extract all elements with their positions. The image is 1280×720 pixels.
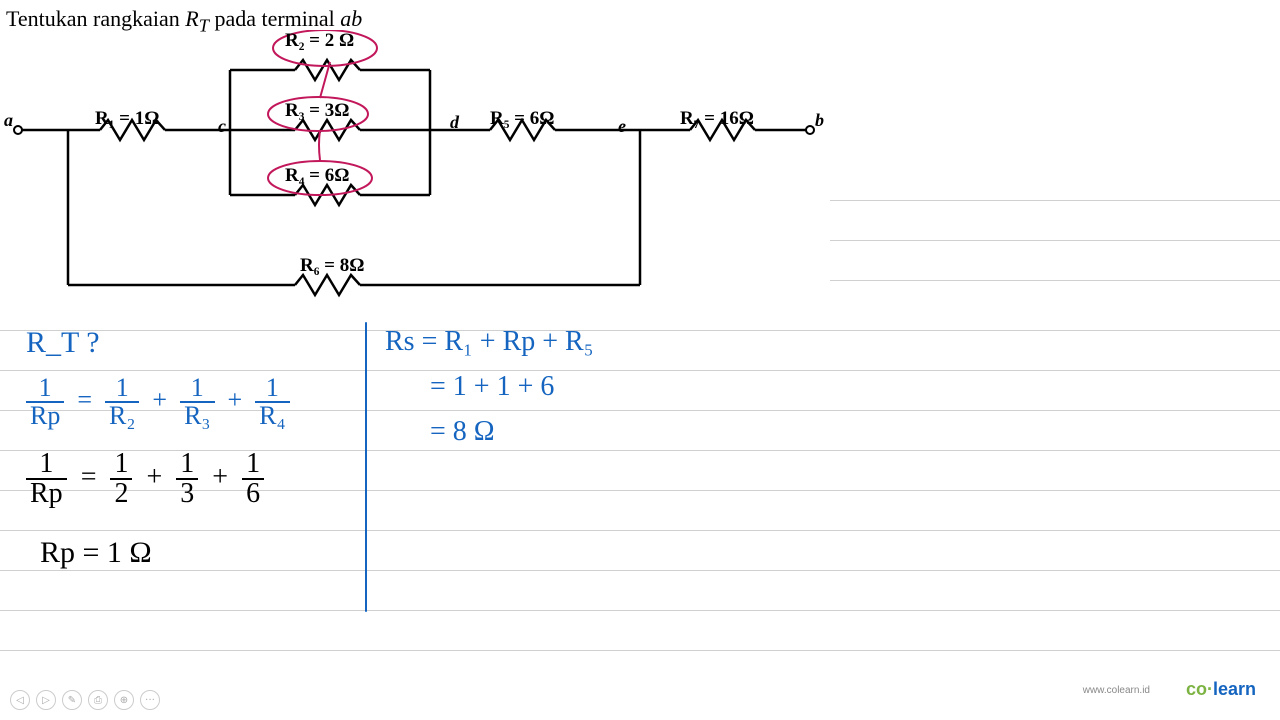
terminal-c: c	[218, 116, 226, 137]
circuit-diagram: R₁ = 1Ω R₂ = 2 Ω R₃ = 3Ω R₄ = 6Ω R₅ = 6Ω…	[0, 30, 830, 320]
work-divider	[365, 322, 367, 612]
terminal-b: b	[815, 110, 824, 131]
question-symbol: R	[185, 6, 198, 31]
question-mid: pada terminal	[209, 6, 340, 31]
next-button[interactable]: ▷	[36, 690, 56, 710]
terminal-d: d	[450, 112, 459, 133]
footer-logo: co·learn	[1186, 679, 1256, 700]
print-button[interactable]: ⎙	[88, 690, 108, 710]
player-controls: ◁ ▷ ✎ ⎙ ⊕ ···	[10, 690, 160, 710]
terminal-a: a	[4, 110, 13, 131]
r6-label: R₆ = 8Ω	[300, 255, 364, 277]
work-eq1: 1Rp = 1R₂ + 1R₃ + 1R₄	[26, 375, 290, 429]
work-rs-eq2: = 1 + 1 + 6	[430, 370, 554, 404]
work-eq2: 1Rp = 12 + 13 + 16	[26, 450, 264, 508]
work-rt-question: R_T ?	[26, 325, 100, 361]
work-eq3: Rp = 1 Ω	[40, 535, 152, 571]
r2-label: R₂ = 2 Ω	[285, 30, 354, 52]
ruled-right	[830, 200, 1280, 320]
prev-button[interactable]: ◁	[10, 690, 30, 710]
footer-url: www.colearn.id	[1083, 685, 1150, 696]
zoom-button[interactable]: ⊕	[114, 690, 134, 710]
circuit-svg	[0, 30, 830, 320]
question-terminal: ab	[340, 6, 362, 31]
r3-label: R₃ = 3Ω	[285, 100, 349, 122]
work-rs-eq1: Rs = R₁ + Rp + R₅	[385, 325, 594, 359]
more-button[interactable]: ···	[140, 690, 160, 710]
r1-label: R₁ = 1Ω	[95, 108, 159, 130]
r5-label: R₅ = 6Ω	[490, 108, 554, 130]
edit-button[interactable]: ✎	[62, 690, 82, 710]
r7-label: R₇ = 16Ω	[680, 108, 754, 130]
terminal-e: e	[618, 116, 626, 137]
question-before: Tentukan rangkaian	[6, 6, 185, 31]
r4-label: R₄ = 6Ω	[285, 165, 349, 187]
work-rs-eq3: = 8 Ω	[430, 415, 495, 449]
